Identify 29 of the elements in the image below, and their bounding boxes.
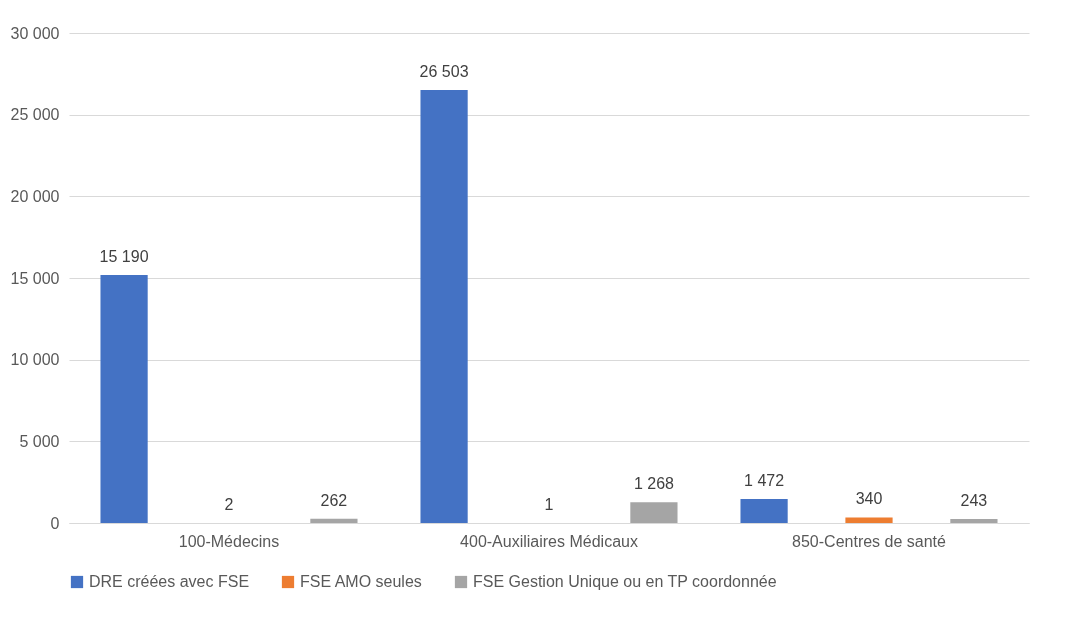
data-label: 26 503 xyxy=(419,63,469,81)
x-tick-label: 400-Auxiliaires Médicaux xyxy=(460,532,638,550)
y-tick-label: 25 000 xyxy=(10,106,60,124)
legend-label: FSE AMO seules xyxy=(300,573,422,590)
data-label: 1 472 xyxy=(744,471,785,489)
data-label: 15 190 xyxy=(99,247,149,265)
legend-label: DRE créées avec FSE xyxy=(89,573,250,590)
data-label: 243 xyxy=(960,492,988,510)
y-tick-label: 20 000 xyxy=(10,187,60,205)
bar xyxy=(845,517,893,523)
data-label: 340 xyxy=(855,490,883,508)
x-tick-label: 850-Centres de santé xyxy=(792,532,947,550)
bar xyxy=(310,518,358,523)
bar xyxy=(420,90,468,523)
y-tick-label: 15 000 xyxy=(10,269,60,287)
data-label: 2 xyxy=(224,495,234,513)
y-tick-label: 30 000 xyxy=(10,24,60,42)
y-tick-label: 10 000 xyxy=(10,351,60,369)
data-label: 1 268 xyxy=(633,475,675,493)
bar xyxy=(630,502,678,523)
y-tick-label: 0 xyxy=(50,514,60,532)
bar xyxy=(100,274,148,523)
bar xyxy=(740,498,788,523)
bar xyxy=(950,519,998,523)
data-label: 262 xyxy=(320,491,348,509)
data-label: 1 xyxy=(544,495,554,513)
x-tick-label: 100-Médecins xyxy=(178,532,280,550)
legend-label: FSE Gestion Unique ou en TP coordonnée xyxy=(473,573,777,590)
y-tick-label: 5 000 xyxy=(19,432,60,450)
